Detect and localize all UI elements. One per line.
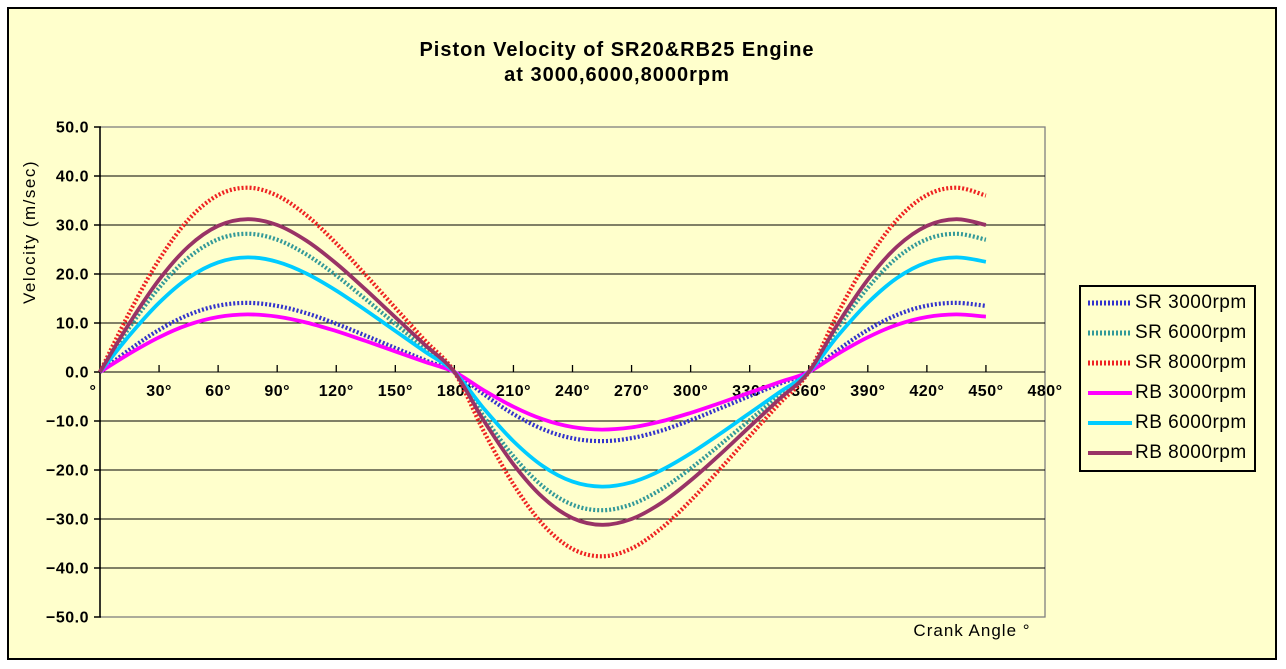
chart-frame — [7, 7, 1277, 660]
x-tick-label: 450° — [968, 383, 1003, 400]
x-tick-label: ° — [90, 383, 97, 400]
y-tick-label: 30.0 — [56, 218, 89, 235]
legend-label: SR 6000rpm — [1135, 322, 1247, 343]
chart-title-line1: Piston Velocity of SR20&RB25 Engine — [419, 39, 815, 61]
legend-entry-sr-3000rpm: SR 3000rpm — [1087, 288, 1254, 318]
x-tick-label: 480° — [1027, 383, 1062, 400]
series-line-rb-3000rpm — [98, 312, 987, 432]
series-line-sr-3000rpm — [98, 300, 987, 444]
legend-entry-rb-3000rpm: RB 3000rpm — [1087, 378, 1254, 408]
x-tick-label: 150° — [378, 383, 413, 400]
legend-swatch-sr-3000rpm — [1088, 300, 1132, 306]
x-axis-title: Crank Angle ° — [913, 621, 1031, 640]
legend-swatch-rb-3000rpm — [1088, 391, 1132, 395]
legend-label: SR 3000rpm — [1135, 292, 1247, 313]
x-tick-label: 210° — [496, 383, 531, 400]
y-tick-label: 20.0 — [56, 267, 89, 284]
series-line-rb-6000rpm — [98, 255, 987, 489]
legend-swatch-rb-6000rpm — [1088, 421, 1132, 425]
x-tick-label: 60° — [205, 383, 231, 400]
y-tick-label: 10.0 — [56, 316, 89, 333]
x-tick-label: 120° — [319, 383, 354, 400]
x-tick-label: 270° — [614, 383, 649, 400]
y-tick-label: −50.0 — [46, 610, 89, 627]
y-tick-label: 40.0 — [56, 169, 89, 186]
x-tick-label: 390° — [850, 383, 885, 400]
legend: SR 3000rpm SR 6000rpm SR 8000rpm RB 3000rpm… — [1079, 285, 1256, 472]
y-tick-label: −10.0 — [46, 414, 89, 431]
x-tick-label: 420° — [909, 383, 944, 400]
legend-entry-sr-8000rpm: SR 8000rpm — [1087, 348, 1254, 378]
legend-label: SR 8000rpm — [1135, 352, 1247, 373]
legend-entry-rb-6000rpm: RB 6000rpm — [1087, 408, 1254, 438]
y-tick-label: 50.0 — [56, 120, 89, 137]
x-tick-label: 90° — [264, 383, 290, 400]
legend-label: RB 6000rpm — [1135, 412, 1247, 433]
legend-entry-rb-8000rpm: RB 8000rpm — [1087, 438, 1254, 468]
y-tick-label: −30.0 — [46, 512, 89, 529]
legend-swatch-rb-8000rpm — [1088, 451, 1132, 455]
legend-swatch-sr-8000rpm — [1088, 360, 1132, 366]
chart-title-line2: at 3000,6000,8000rpm — [504, 64, 730, 86]
legend-label: RB 3000rpm — [1135, 382, 1247, 403]
y-tick-label: 0.0 — [65, 365, 89, 382]
y-tick-label: −20.0 — [46, 463, 89, 480]
x-tick-label: 240° — [555, 383, 590, 400]
legend-entry-sr-6000rpm: SR 6000rpm — [1087, 318, 1254, 348]
x-tick-label: 30° — [146, 383, 172, 400]
series-line-sr-8000rpm — [98, 185, 987, 559]
y-axis-title: Velocity (m/sec) — [20, 160, 39, 304]
x-tick-label: 360° — [791, 383, 826, 400]
legend-swatch-sr-6000rpm — [1088, 330, 1132, 336]
x-tick-label: 300° — [673, 383, 708, 400]
chart-title: Piston Velocity of SR20&RB25 Engine at 3… — [0, 38, 1260, 88]
y-tick-label: −40.0 — [46, 561, 89, 578]
legend-label: RB 8000rpm — [1135, 442, 1247, 463]
series-line-rb-8000rpm — [98, 217, 987, 527]
